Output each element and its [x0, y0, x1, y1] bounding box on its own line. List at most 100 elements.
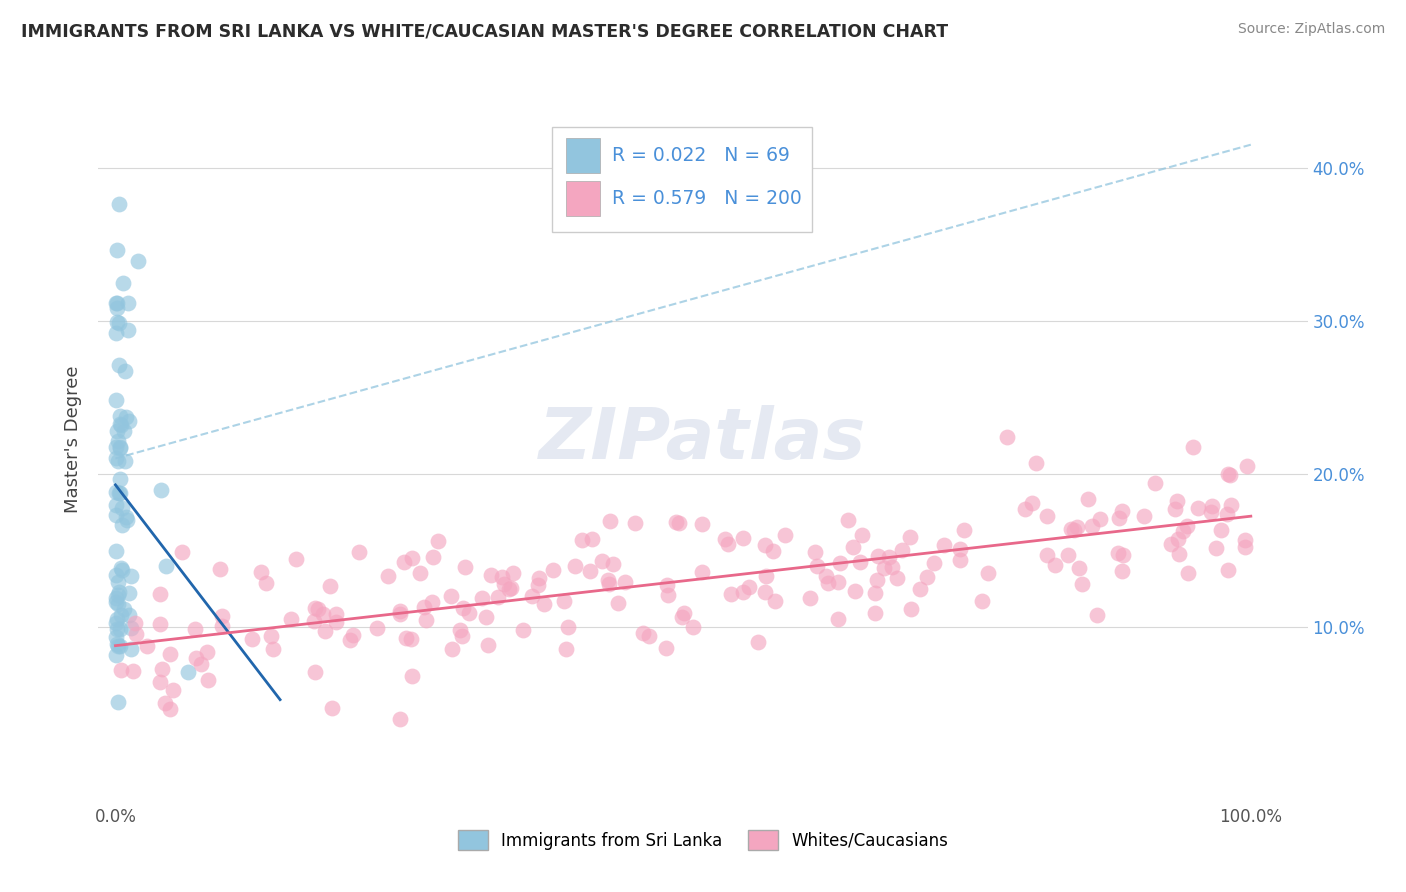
Point [1066, 519, 1088, 533]
Point [449, 623, 471, 637]
Point [747, 635, 769, 649]
Point [105, 612, 128, 626]
Point [477, 639, 499, 653]
Point [108, 485, 131, 500]
Point [1014, 502, 1036, 516]
Point [342, 628, 364, 642]
Point [655, 641, 678, 656]
Point [690, 566, 713, 580]
Point [121, 664, 143, 678]
Point [1233, 533, 1256, 547]
Point [1133, 508, 1156, 523]
Point [731, 531, 754, 545]
Point [108, 639, 131, 653]
Point [159, 648, 181, 662]
Point [105, 296, 128, 310]
Point [105, 440, 128, 454]
Point [389, 712, 412, 726]
Point [879, 550, 901, 565]
Point [108, 417, 131, 432]
Point [114, 602, 136, 616]
Point [159, 701, 181, 715]
Point [475, 609, 498, 624]
Point [412, 600, 434, 615]
Point [150, 662, 173, 676]
Point [104, 595, 127, 609]
Point [108, 472, 131, 486]
Point [1025, 456, 1047, 470]
Point [1218, 563, 1240, 577]
Point [754, 584, 776, 599]
Point [118, 608, 141, 623]
Point [114, 454, 136, 468]
Point [773, 528, 796, 542]
Point [1201, 500, 1223, 514]
Point [553, 594, 575, 608]
Point [499, 581, 522, 595]
Point [304, 600, 326, 615]
Point [451, 629, 474, 643]
Point [837, 512, 859, 526]
Point [135, 639, 157, 653]
Point [111, 276, 134, 290]
Point [799, 591, 821, 605]
Point [1081, 518, 1104, 533]
Point [733, 585, 755, 599]
Point [108, 442, 131, 456]
Point [401, 668, 423, 682]
Point [409, 566, 432, 580]
Point [671, 610, 693, 624]
Text: R = 0.022   N = 69: R = 0.022 N = 69 [613, 145, 790, 164]
Point [1167, 547, 1189, 561]
Point [240, 632, 263, 646]
Point [900, 602, 922, 616]
Point [555, 642, 578, 657]
Point [259, 629, 281, 643]
Point [395, 632, 418, 646]
Point [325, 607, 347, 622]
Point [934, 538, 956, 552]
Point [115, 513, 138, 527]
Point [262, 642, 284, 657]
Point [763, 593, 786, 607]
Point [104, 392, 127, 407]
Point [1164, 502, 1187, 516]
Point [105, 631, 128, 645]
Point [564, 558, 586, 573]
Point [1067, 561, 1090, 575]
Point [898, 530, 921, 544]
Point [738, 581, 761, 595]
Text: IMMIGRANTS FROM SRI LANKA VS WHITE/CAUCASIAN MASTER'S DEGREE CORRELATION CHART: IMMIGRANTS FROM SRI LANKA VS WHITE/CAUCA… [21, 22, 948, 40]
Text: R = 0.579   N = 200: R = 0.579 N = 200 [613, 189, 801, 208]
Point [844, 584, 866, 599]
Point [863, 606, 886, 620]
Point [849, 555, 872, 569]
Point [148, 587, 170, 601]
Point [107, 358, 129, 372]
Point [910, 582, 932, 597]
Point [1143, 476, 1166, 491]
Point [886, 571, 908, 585]
Point [318, 579, 340, 593]
Point [458, 606, 481, 620]
Point [1171, 524, 1194, 539]
Point [105, 484, 128, 499]
Point [208, 562, 231, 576]
Point [815, 569, 838, 583]
Point [184, 651, 207, 665]
Point [107, 694, 129, 708]
Point [104, 499, 127, 513]
Point [124, 616, 146, 631]
Point [873, 561, 896, 575]
Point [108, 623, 131, 637]
Point [498, 582, 520, 596]
Point [1177, 566, 1199, 580]
Point [150, 483, 173, 498]
Point [118, 414, 141, 428]
Point [673, 606, 696, 620]
Point [581, 532, 603, 546]
Point [420, 595, 443, 609]
Point [1166, 493, 1188, 508]
Point [598, 577, 620, 591]
Point [108, 440, 131, 454]
